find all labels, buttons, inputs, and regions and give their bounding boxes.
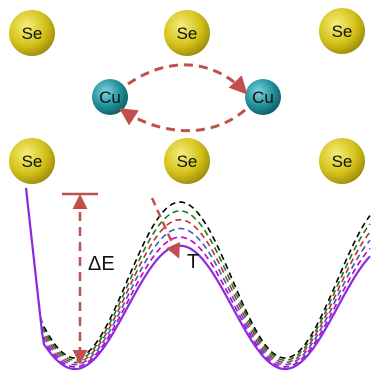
se-atom-label: Se [177,24,198,43]
temperature-label: T [187,251,199,273]
cu-atom-left: Cu [92,79,128,115]
se-atom-top-middle: Se [164,10,210,56]
cu-atom-label: Cu [99,88,121,107]
se-atom-label: Se [22,24,43,43]
se-atom-mid-right: Se [319,138,365,184]
energy-barrier-annotation: ΔE [62,192,115,365]
se-atom-top-left: Se [9,10,55,56]
energy-curve-6 [24,187,371,371]
se-atom-label: Se [22,152,43,171]
se-atom-mid-left: Se [9,138,55,184]
energy-barrier-label: ΔE [88,253,115,275]
energy-curve-4 [25,187,371,366]
cu-atom-label: Cu [252,88,274,107]
energy-curve-3 [25,187,371,364]
se-atom-mid-middle: Se [164,138,210,184]
energy-profile-curves [24,187,371,371]
temperature-arrow [150,197,180,259]
energy-curve-2 [25,187,371,361]
se-atom-label: Se [332,22,353,41]
se-atom-top-right: Se [319,8,365,54]
energy-curve-1 [25,187,371,359]
se-atom-label: Se [177,152,198,171]
cu-atom-right: Cu [245,79,281,115]
hop-arrow-forward [127,63,248,95]
temperature-annotation: T [150,197,199,273]
se-atom-label: Se [332,152,353,171]
hop-arrow-backward [118,108,246,133]
